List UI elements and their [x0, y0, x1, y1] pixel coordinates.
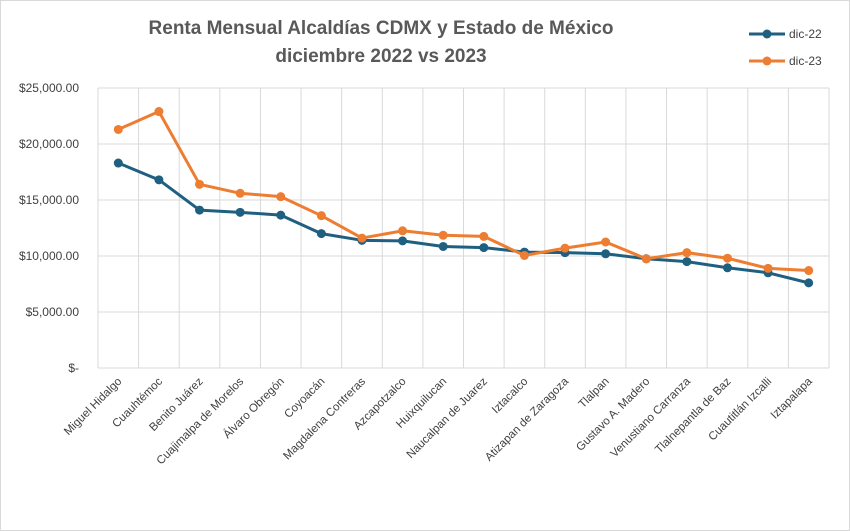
data-point-dic-22 — [601, 249, 611, 259]
x-tick-label: Gustavo A. Madero — [574, 376, 652, 454]
data-point-dic-22 — [804, 278, 814, 288]
x-tick-label: Iztapalapa — [769, 375, 815, 421]
x-tick-label: Iztacalco — [490, 376, 531, 417]
x-tick-label: Magdalena Contreras — [281, 375, 368, 462]
x-tick-label: Tlalpan — [577, 376, 612, 411]
legend-marker-dic-23 — [762, 56, 772, 66]
y-tick-label: $10,000.00 — [19, 249, 79, 263]
data-point-dic-23 — [560, 243, 570, 253]
data-point-dic-23 — [763, 263, 773, 273]
data-point-dic-23 — [519, 250, 529, 260]
y-tick-label: $- — [68, 361, 79, 375]
data-point-dic-22 — [438, 241, 448, 251]
y-tick-label: $5,000.00 — [26, 305, 80, 319]
x-tick-label: Atizapan de Zaragoza — [483, 375, 571, 463]
data-point-dic-23 — [479, 231, 489, 241]
series-line-dic-22 — [117, 161, 810, 285]
x-tick-label: Miguel Hidalgo — [62, 376, 124, 438]
data-point-dic-23 — [154, 107, 164, 117]
data-point-dic-23 — [438, 230, 448, 240]
data-point-dic-23 — [641, 254, 651, 264]
data-point-dic-22 — [113, 158, 123, 168]
data-point-dic-23 — [113, 124, 123, 134]
series-line-dic-23 — [117, 110, 809, 273]
legend-label-dic-22: dic-22 — [789, 27, 822, 41]
chart-title-line-2: diciembre 2022 vs 2023 — [275, 46, 487, 67]
data-point-dic-22 — [195, 205, 205, 215]
data-point-dic-23 — [804, 266, 814, 276]
data-point-dic-22 — [235, 207, 245, 217]
data-point-dic-22 — [479, 243, 489, 253]
data-point-dic-23 — [722, 253, 732, 263]
x-tick-label: Venustiano Carranza — [609, 375, 694, 460]
data-point-dic-22 — [682, 257, 692, 267]
legend-label-dic-23: dic-23 — [789, 54, 822, 68]
y-tick-label: $20,000.00 — [19, 137, 79, 151]
data-point-dic-22 — [722, 263, 732, 273]
x-tick-label: Naucalpan de Juarez — [405, 375, 491, 461]
legend-marker-dic-22 — [762, 29, 772, 39]
data-point-dic-22 — [154, 175, 164, 185]
data-point-dic-23 — [235, 188, 245, 198]
data-point-dic-23 — [682, 248, 692, 258]
y-tick-label: $15,000.00 — [19, 193, 79, 207]
data-point-dic-23 — [357, 233, 367, 243]
data-point-dic-22 — [398, 236, 408, 246]
data-point-dic-23 — [398, 226, 408, 236]
chart-title-line-1: Renta Mensual Alcaldías CDMX y Estado de… — [148, 18, 614, 39]
x-tick-label: Tlalnepantla de Baz — [653, 375, 734, 456]
data-point-dic-23 — [195, 179, 205, 189]
data-point-dic-23 — [316, 211, 326, 221]
data-point-dic-23 — [276, 192, 286, 202]
y-tick-label: $25,000.00 — [19, 81, 79, 95]
data-point-dic-23 — [601, 237, 611, 247]
data-point-dic-22 — [276, 210, 286, 220]
data-point-dic-22 — [316, 229, 326, 239]
